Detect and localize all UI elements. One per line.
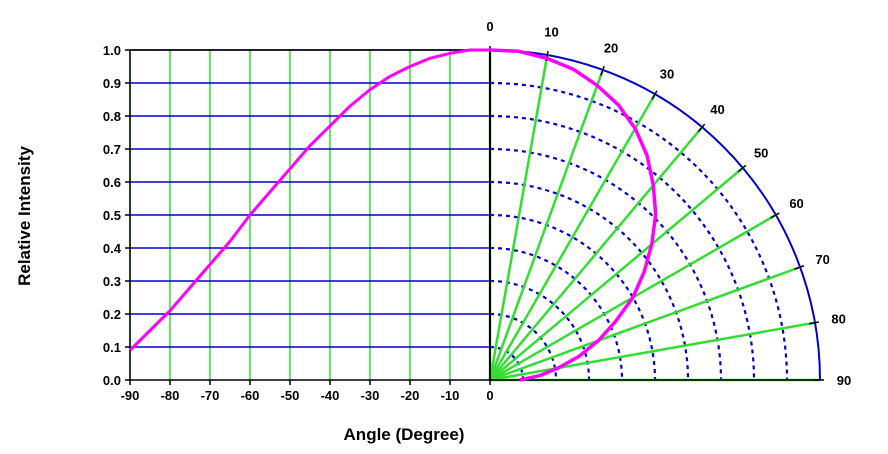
polar-angle-label: 90 xyxy=(837,373,851,388)
intensity-curve-polar xyxy=(489,48,658,382)
polar-ray xyxy=(489,126,704,381)
polar-angle-label: 70 xyxy=(815,252,829,267)
polar-ray xyxy=(488,69,605,381)
curves xyxy=(128,48,658,382)
polar-ray xyxy=(489,321,816,382)
polar-angle-label: 30 xyxy=(660,66,674,81)
x-tick-label: -90 xyxy=(121,388,140,403)
polar-dashed-arc xyxy=(489,114,756,381)
polar-outer-arc xyxy=(489,49,821,381)
y-tick-label: 0.0 xyxy=(103,373,121,388)
polar-tick xyxy=(600,65,605,76)
y-tick-label: 0.5 xyxy=(103,208,121,223)
polar-angle-label: 50 xyxy=(754,145,768,160)
y-tick-label: 1.0 xyxy=(103,43,121,58)
x-tick-label: -10 xyxy=(441,388,460,403)
y-tick-label: 0.8 xyxy=(103,109,121,124)
x-tick-label: -30 xyxy=(361,388,380,403)
x-tick-label: -80 xyxy=(161,388,180,403)
polar-tick xyxy=(770,212,780,219)
y-tick-label: 0.1 xyxy=(103,340,121,355)
y-tick-label: 0.6 xyxy=(103,175,121,190)
polar-angle-label: 80 xyxy=(831,312,845,327)
x-tick-label: -50 xyxy=(281,388,300,403)
polar-dashed-arc xyxy=(489,312,558,381)
polar-tick xyxy=(808,321,820,325)
y-tick-label: 0.3 xyxy=(103,274,121,289)
polar-dashed-arc xyxy=(489,180,690,381)
axes xyxy=(125,49,820,385)
polar-angle-label: 20 xyxy=(604,40,618,55)
polar-angle-label: 10 xyxy=(544,24,558,39)
y-tick-label: 0.2 xyxy=(103,307,121,322)
polar-dashed-arc xyxy=(489,213,657,381)
x-tick-label: -20 xyxy=(401,388,420,403)
x-tick-label: -40 xyxy=(321,388,340,403)
polar-tick xyxy=(697,123,706,133)
polar-angle-label: 40 xyxy=(710,102,724,117)
polar-ray xyxy=(489,166,744,381)
polar-dashed-arc xyxy=(489,345,525,381)
polar-tick xyxy=(737,164,747,173)
polar-ray xyxy=(489,265,801,382)
y-tick-label: 0.7 xyxy=(103,142,121,157)
x-tick-label: 0 xyxy=(486,388,493,403)
rectangular-grid xyxy=(129,49,490,380)
polar-angle-label: 60 xyxy=(789,196,803,211)
polar-ray xyxy=(488,54,549,381)
x-tick-label: -60 xyxy=(241,388,260,403)
y-tick-label: 0.9 xyxy=(103,76,121,91)
x-axis-title: Angle (Degree) xyxy=(344,425,465,444)
polar-ray xyxy=(488,93,657,381)
y-tick-label: 0.4 xyxy=(103,241,122,256)
tick-labels: 0 10 20 30 40 50 60 70 80 90 0.0 0.1 0.2 0.3 0.4 0.5 0.6… xyxy=(103,19,851,403)
x-tick-label: -70 xyxy=(201,388,220,403)
polar-tick xyxy=(651,90,658,100)
polar-dashed-arc xyxy=(489,246,624,381)
intensity-curve-cartesian xyxy=(128,48,490,352)
polar-tick xyxy=(794,265,805,270)
polar-angle-label: 0 xyxy=(486,19,493,34)
polar-dashed-arc xyxy=(489,81,789,381)
y-axis-title: Relative Intensity xyxy=(15,146,34,286)
